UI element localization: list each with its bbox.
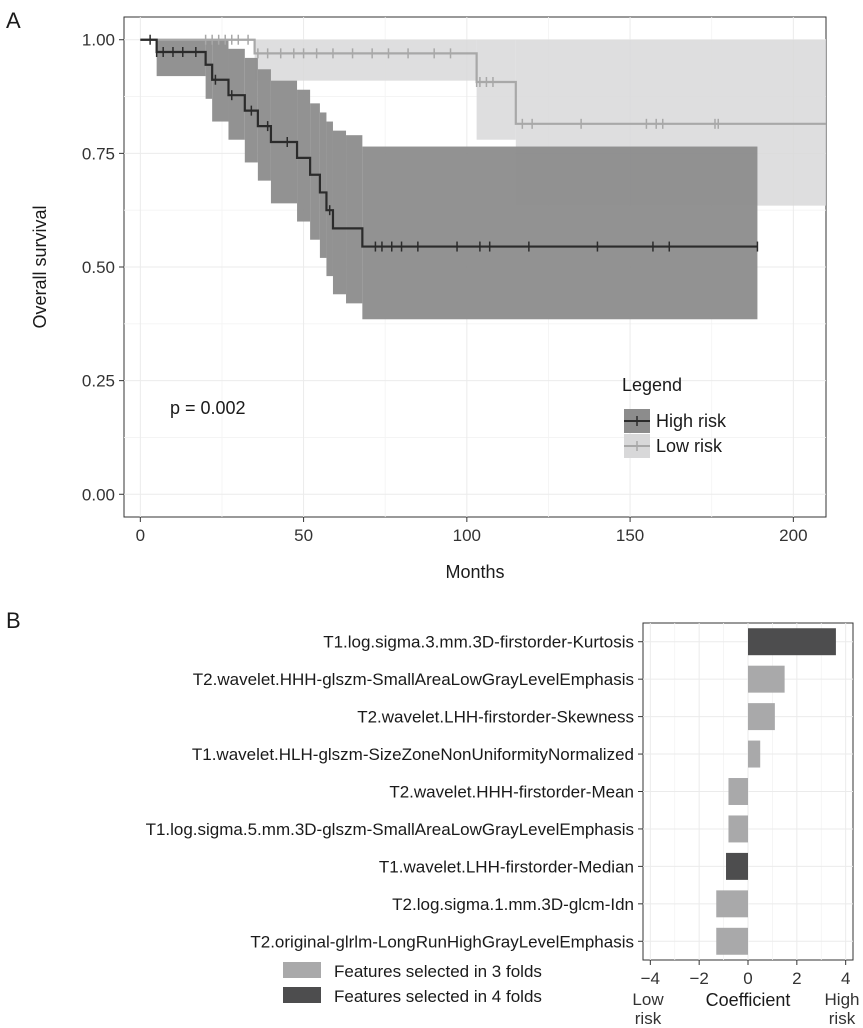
high-risk-label-line2: risk [829, 1009, 856, 1028]
km-y-tick-label: 0.25 [82, 372, 115, 391]
coef-feature-label: T2.wavelet.HHH-firstorder-Mean [389, 783, 634, 802]
low-risk-label-line1: Low [632, 990, 664, 1009]
km-confidence-bands [156, 39, 826, 320]
km-curve-high-risk [140, 38, 758, 248]
km-legend-entry-high-risk: High risk [624, 409, 727, 433]
coef-plot: T1.log.sigma.3.mm.3D-firstorder-Kurtosis… [146, 622, 860, 1028]
coef-legend-label-3-folds: Features selected in 3 folds [334, 962, 542, 981]
coef-feature-label: T1.log.sigma.3.mm.3D-firstorder-Kurtosis [323, 633, 634, 652]
km-x-tick-label: 200 [779, 526, 807, 545]
coef-bar [748, 703, 775, 731]
km-band-step-high-risk [332, 130, 347, 295]
coef-feature-label: T1.wavelet.HLH-glszm-SizeZoneNonUniformi… [192, 745, 634, 764]
km-legend-title: Legend [622, 375, 682, 395]
p-value-annotation: p = 0.002 [170, 398, 246, 418]
coef-bar [728, 778, 748, 805]
km-y-tick-label: 0.50 [82, 258, 115, 277]
km-band-step-low-risk [476, 39, 516, 140]
km-y-axis-title: Overall survival [30, 205, 50, 328]
panel-letter-a: A [6, 8, 21, 33]
km-band-step-high-risk [310, 103, 320, 240]
coef-feature-label: T2.wavelet.HHH-glszm-SmallAreaLowGrayLev… [193, 670, 634, 689]
km-plot: 0 50 100 150 200 0.00 0.25 0.50 0.75 1.00 Months… [30, 16, 827, 582]
coef-legend-key-3-folds [283, 962, 321, 978]
km-legend: Legend High risk Low risk [622, 375, 727, 458]
km-band-step-high-risk [326, 121, 333, 277]
coef-feature-label: T2.wavelet.LHH-firstorder-Skewness [357, 708, 634, 727]
km-y-ticks: 0.00 0.25 0.50 0.75 1.00 [82, 31, 124, 504]
high-risk-label-line1: High [825, 990, 860, 1009]
coef-x-tick-label: 0 [743, 969, 752, 988]
coef-feature-labels: T1.log.sigma.3.mm.3D-firstorder-Kurtosis… [146, 633, 643, 951]
km-x-tick-label: 50 [294, 526, 313, 545]
coef-bar [728, 815, 748, 843]
coef-feature-label: T2.original-glrlm-LongRunHighGrayLevelEm… [250, 932, 634, 951]
coef-feature-label: T1.wavelet.LHH-firstorder-Median [379, 857, 634, 876]
km-curve-low-risk [140, 38, 826, 125]
km-censor-marks [149, 34, 759, 252]
km-y-tick-label: 0.00 [82, 485, 115, 504]
coef-legend-key-4-folds [283, 987, 321, 1003]
coef-legend-label-4-folds: Features selected in 4 folds [334, 987, 542, 1006]
coef-x-tick-label: 2 [792, 969, 801, 988]
km-x-tick-label: 0 [136, 526, 145, 545]
km-band-step-high-risk [346, 135, 363, 304]
km-band-step-low-risk [254, 39, 477, 81]
km-x-tick-label: 150 [616, 526, 644, 545]
coef-x-ticks: −4 −2 0 2 4 [641, 960, 850, 988]
km-y-tick-label: 0.75 [82, 144, 115, 163]
low-risk-label-line2: risk [635, 1009, 662, 1028]
coef-x-axis-title: Coefficient [706, 990, 791, 1010]
km-survival-curves [140, 38, 826, 248]
km-legend-label-high-risk: High risk [656, 411, 727, 431]
coef-bar [716, 890, 748, 918]
km-band-step-high-risk [319, 112, 327, 258]
km-x-tick-label: 100 [453, 526, 481, 545]
km-band-step-high-risk [257, 69, 271, 181]
coef-bar [716, 927, 748, 955]
coef-x-tick-label: −2 [689, 969, 708, 988]
coef-bar [748, 665, 785, 693]
km-band-step-high-risk [156, 39, 206, 77]
coef-x-tick-label: −4 [641, 969, 660, 988]
km-legend-entry-low-risk: Low risk [624, 434, 723, 458]
coef-legend: Features selected in 3 folds Features se… [283, 962, 542, 1006]
km-band-step-high-risk [297, 89, 311, 222]
coef-bar [748, 628, 836, 656]
km-x-ticks: 0 50 100 150 200 [136, 517, 808, 545]
km-legend-label-low-risk: Low risk [656, 436, 723, 456]
km-band-step-high-risk [205, 39, 213, 99]
panel-letter-b: B [6, 608, 21, 633]
coef-feature-label: T2.log.sigma.1.mm.3D-glcm-Idn [392, 895, 634, 914]
coef-bars [716, 628, 836, 955]
coef-x-tick-label: 4 [841, 969, 850, 988]
coef-bar [748, 740, 761, 768]
km-band-step-high-risk [362, 146, 758, 320]
coef-bar [726, 852, 748, 880]
km-x-axis-title: Months [445, 562, 504, 582]
km-y-tick-label: 1.00 [82, 31, 115, 50]
coef-feature-label: T1.log.sigma.5.mm.3D-glszm-SmallAreaLowG… [146, 820, 634, 839]
